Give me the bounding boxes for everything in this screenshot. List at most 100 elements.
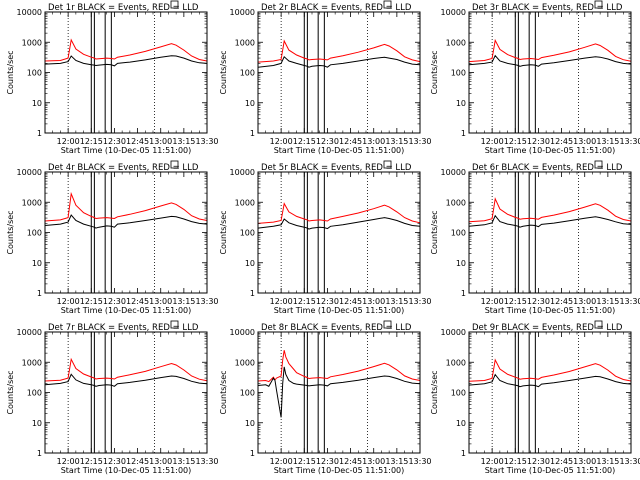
plot-frame: [468, 171, 632, 294]
y-axis-label: Counts/sec: [219, 210, 228, 254]
data-gap-marker: [514, 11, 519, 134]
panel-det-3r: Det 3r BLACK = Events, RED = LLD 1 10 100 10…: [430, 0, 640, 155]
y-tick-label: 1000: [22, 358, 42, 367]
y-tick-label: 10000: [17, 8, 42, 17]
x-tick-label: 13:15: [172, 297, 195, 306]
plot-frame: [44, 171, 208, 294]
y-axis-label: Counts/sec: [219, 50, 228, 94]
data-gap-marker: [104, 331, 112, 454]
y-tick-label: 10: [245, 99, 255, 108]
x-tick-label: 12:15: [293, 137, 316, 146]
y-tick-label: 10: [456, 259, 466, 268]
y-tick-label: 10000: [230, 328, 255, 337]
x-tick-label: 13:30: [619, 457, 640, 466]
data-gap-marker: [317, 171, 325, 294]
panel-title: Det 2r BLACK = Events, RED = LLD: [261, 3, 412, 13]
title-box-marker: [383, 0, 392, 9]
x-tick-label: 12:15: [504, 297, 527, 306]
title-box-marker: [594, 320, 603, 329]
x-tick-label: 12:00: [270, 137, 293, 146]
data-gap-marker: [303, 331, 308, 454]
data-gap-marker: [303, 171, 308, 294]
x-axis-label: Start Time (10-Dec-05 11:51:00): [274, 306, 405, 315]
x-tick-label: 12:00: [481, 297, 504, 306]
x-tick-label: 12:15: [504, 457, 527, 466]
y-tick-label: 10000: [230, 8, 255, 17]
data-gap-marker: [317, 11, 325, 134]
y-tick-label: 100: [451, 389, 466, 398]
panel-det-6r: Det 6r BLACK = Events, RED = LLD 1 10 100 10…: [430, 160, 640, 315]
panel-det-5r: Det 5r BLACK = Events, RED = LLD 1 10 100 10…: [219, 160, 432, 315]
series-events-line: [257, 366, 421, 418]
x-tick-label: 12:00: [57, 137, 80, 146]
x-tick-label: 13:15: [172, 137, 195, 146]
panel-title: Det 5r BLACK = Events, RED = LLD: [261, 163, 412, 173]
y-axis-label: Counts/sec: [6, 370, 15, 414]
series-events-line: [44, 214, 208, 229]
series-events-line: [257, 55, 421, 68]
series-lld-line: [44, 357, 208, 382]
y-tick-label: 10000: [17, 328, 42, 337]
panel-title: Det 1r BLACK = Events, RED = LLD: [48, 3, 199, 13]
x-tick-label: 12:45: [339, 297, 362, 306]
y-tick-label: 10000: [230, 168, 255, 177]
data-gap-marker: [528, 171, 536, 294]
x-tick-label: 12:30: [316, 457, 339, 466]
y-tick-label: 10: [456, 419, 466, 428]
series-lld-line: [468, 358, 632, 382]
panel-title: Det 9r BLACK = Events, RED = LLD: [472, 323, 623, 333]
series-events-line: [468, 214, 632, 228]
y-tick-label: 10000: [441, 8, 466, 17]
title-box-marker: [383, 320, 392, 329]
y-tick-label: 1000: [22, 198, 42, 207]
x-tick-label: 12:00: [57, 457, 80, 466]
x-tick-label: 12:00: [57, 297, 80, 306]
x-tick-label: 13:00: [573, 137, 596, 146]
x-tick-label: 12:45: [126, 137, 149, 146]
x-tick-label: 12:15: [80, 457, 103, 466]
x-axis-label: Start Time (10-Dec-05 11:51:00): [61, 306, 192, 315]
x-tick-label: 13:00: [149, 137, 172, 146]
panel-det-1r: Det 1r BLACK = Events, RED = LLD 1 10 100 10…: [6, 0, 219, 155]
y-axis-label: Counts/sec: [430, 370, 439, 414]
x-tick-label: 12:00: [481, 457, 504, 466]
y-tick-label: 1: [250, 129, 255, 138]
series-events-line: [44, 373, 208, 387]
series-lld-line: [44, 38, 208, 62]
x-tick-label: 12:15: [293, 297, 316, 306]
x-tick-label: 12:30: [103, 137, 126, 146]
title-box-marker: [594, 160, 603, 169]
x-tick-label: 13:15: [385, 137, 408, 146]
x-axis-label: Start Time (10-Dec-05 11:51:00): [485, 466, 616, 475]
x-tick-label: 13:00: [573, 297, 596, 306]
x-axis-label: Start Time (10-Dec-05 11:51:00): [274, 466, 405, 475]
data-gap-marker: [104, 11, 112, 134]
plot-frame: [257, 171, 421, 294]
y-tick-label: 1: [37, 289, 42, 298]
x-tick-label: 12:30: [527, 457, 550, 466]
y-axis-label: Counts/sec: [430, 50, 439, 94]
panel-det-2r: Det 2r BLACK = Events, RED = LLD 1 10 100 10…: [219, 0, 432, 155]
series-events-line: [468, 54, 632, 67]
x-tick-label: 12:30: [103, 457, 126, 466]
x-axis-label: Start Time (10-Dec-05 11:51:00): [274, 146, 405, 155]
title-box-marker: [383, 160, 392, 169]
x-tick-label: 12:45: [550, 297, 573, 306]
series-events-line: [44, 55, 208, 67]
y-tick-label: 1000: [22, 38, 42, 47]
y-tick-label: 1: [37, 129, 42, 138]
x-tick-label: 12:00: [481, 137, 504, 146]
x-tick-label: 12:45: [339, 137, 362, 146]
panel-det-9r: Det 9r BLACK = Events, RED = LLD 1 10 100 10…: [430, 320, 640, 475]
data-gap-marker: [317, 331, 325, 454]
plot-frame: [468, 331, 632, 454]
y-tick-label: 10: [32, 259, 42, 268]
y-tick-label: 100: [240, 389, 255, 398]
title-box-marker: [594, 0, 603, 9]
x-tick-label: 13:00: [362, 457, 385, 466]
data-gap-marker: [528, 11, 536, 134]
y-tick-label: 10000: [441, 168, 466, 177]
panel-title: Det 4r BLACK = Events, RED = LLD: [48, 163, 199, 173]
y-tick-label: 1000: [235, 358, 255, 367]
panel-title: Det 6r BLACK = Events, RED = LLD: [472, 163, 623, 173]
